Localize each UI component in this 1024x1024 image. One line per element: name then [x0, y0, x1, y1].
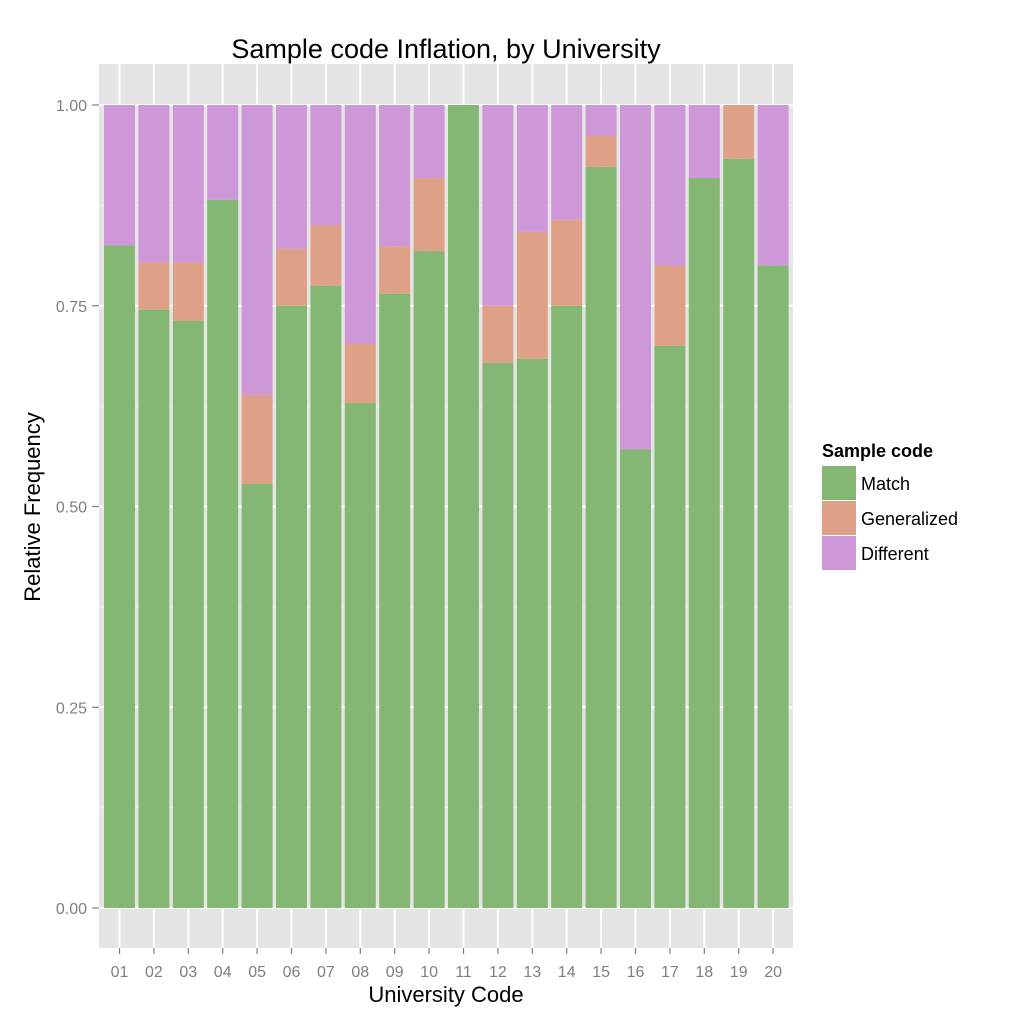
- bar-segment-generalized-03: [172, 262, 204, 322]
- x-tick-label: 12: [489, 964, 507, 981]
- bar-segment-different-16: [620, 105, 651, 450]
- bar-segment-different-08: [344, 105, 376, 344]
- x-tick-label: 11: [455, 964, 472, 981]
- bar-segment-different-02: [138, 105, 170, 263]
- bars: [104, 105, 789, 909]
- bar-segment-match-13: [516, 358, 548, 908]
- y-tick-label: 1.00: [56, 98, 87, 115]
- bar-segment-generalized-17: [654, 265, 686, 346]
- bar-segment-match-08: [344, 402, 376, 908]
- x-tick-label: 14: [558, 964, 576, 981]
- x-axis-title: University Code: [368, 982, 523, 1007]
- legend-label-generalized: Generalized: [861, 509, 958, 529]
- bar-segment-generalized-19: [723, 105, 755, 159]
- bar-segment-match-16: [620, 449, 651, 908]
- bar-segment-match-07: [310, 285, 342, 908]
- y-axis: 0.00 0.25 0.50 0.75 1.00: [56, 98, 99, 918]
- bar-segment-match-06: [276, 305, 307, 908]
- x-tick-label: 08: [351, 964, 369, 981]
- y-tick-label: 0.50: [56, 500, 87, 517]
- legend-title: Sample code: [822, 441, 933, 461]
- bar-segment-match-02: [138, 309, 170, 908]
- bar-segment-different-20: [757, 105, 789, 266]
- bar-segment-match-01: [104, 245, 135, 908]
- x-tick-label: 06: [283, 964, 301, 981]
- bar-segment-match-17: [654, 345, 686, 908]
- bar-segment-generalized-10: [413, 178, 445, 252]
- bar-segment-different-09: [379, 105, 411, 247]
- x-axis: 01 02 03 04 05 06 07 08 09 10 11 12 13 14 15 16 17 18 19 20: [111, 948, 782, 981]
- bar-segment-different-05: [241, 105, 273, 395]
- bar-segment-generalized-05: [241, 394, 273, 485]
- bar-segment-match-09: [379, 293, 411, 909]
- chart-title: Sample code Inflation, by University: [231, 34, 661, 64]
- legend-label-match: Match: [861, 474, 910, 494]
- legend-key-different: [822, 536, 856, 570]
- bar-segment-different-15: [585, 105, 617, 136]
- bar-segment-different-06: [276, 105, 307, 249]
- bar-segment-different-18: [688, 105, 720, 179]
- bar-segment-generalized-15: [585, 135, 617, 167]
- x-tick-label: 13: [523, 964, 541, 981]
- x-tick-label: 01: [111, 964, 129, 981]
- bar-segment-match-14: [551, 305, 583, 908]
- x-tick-label: 04: [214, 964, 232, 981]
- x-tick-label: 03: [179, 964, 197, 981]
- bar-segment-different-13: [516, 105, 548, 232]
- x-tick-label: 05: [248, 964, 266, 981]
- y-tick-label: 0.75: [56, 299, 87, 316]
- bar-segment-match-18: [688, 178, 720, 908]
- bar-segment-different-17: [654, 105, 686, 266]
- bar-segment-generalized-12: [482, 305, 514, 363]
- x-tick-label: 10: [420, 964, 438, 981]
- legend: Sample code Match Generalized Different: [822, 441, 958, 570]
- bar-segment-generalized-08: [344, 343, 376, 403]
- legend-key-generalized: [822, 501, 856, 535]
- bar-segment-match-19: [723, 158, 755, 908]
- bar-segment-different-04: [207, 105, 239, 200]
- y-axis-title: Relative Frequency: [20, 412, 45, 602]
- bar-segment-different-14: [551, 105, 583, 220]
- bar-segment-match-03: [172, 321, 204, 909]
- x-tick-label: 16: [627, 964, 645, 981]
- x-tick-label: 17: [661, 964, 679, 981]
- bar-segment-different-12: [482, 105, 514, 306]
- x-tick-label: 15: [592, 964, 610, 981]
- bar-segment-different-07: [310, 105, 342, 226]
- bar-segment-generalized-13: [516, 231, 548, 359]
- bar-segment-match-10: [413, 251, 445, 908]
- legend-key-match: [822, 466, 856, 500]
- x-tick-label: 18: [695, 964, 713, 981]
- y-tick-label: 0.00: [56, 901, 87, 918]
- bar-segment-different-10: [413, 105, 445, 179]
- y-tick-label: 0.25: [56, 700, 87, 717]
- bar-segment-match-04: [207, 199, 239, 908]
- bar-segment-different-03: [172, 105, 204, 263]
- bar-segment-match-12: [482, 362, 514, 908]
- x-tick-label: 02: [145, 964, 163, 981]
- bar-segment-generalized-14: [551, 219, 583, 306]
- legend-label-different: Different: [861, 544, 929, 564]
- bar-segment-match-15: [585, 166, 617, 908]
- bar-segment-different-01: [104, 105, 135, 246]
- bar-segment-generalized-06: [276, 248, 307, 306]
- bar-segment-match-11: [448, 105, 479, 908]
- x-tick-label: 07: [317, 964, 335, 981]
- bar-segment-match-05: [241, 484, 273, 908]
- x-tick-label: 20: [764, 964, 782, 981]
- x-tick-label: 09: [386, 964, 404, 981]
- bar-segment-generalized-07: [310, 225, 342, 286]
- bar-segment-match-20: [757, 265, 789, 909]
- bar-segment-generalized-02: [138, 262, 170, 310]
- bar-segment-generalized-09: [379, 246, 411, 294]
- x-tick-label: 19: [730, 964, 748, 981]
